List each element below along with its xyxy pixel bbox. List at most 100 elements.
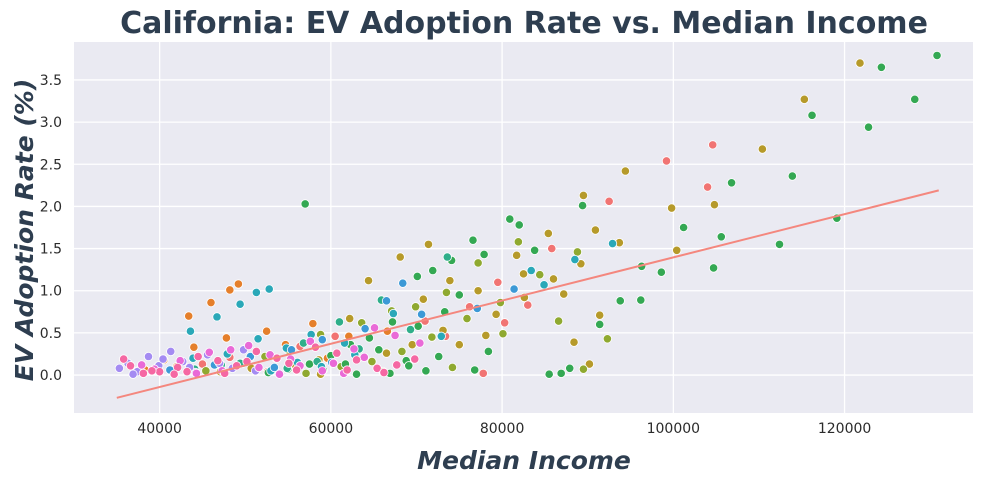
scatter-point bbox=[292, 365, 302, 375]
scatter-point bbox=[667, 203, 677, 213]
scatter-point bbox=[876, 62, 886, 72]
scatter-point bbox=[125, 361, 136, 371]
scatter-point bbox=[454, 290, 464, 300]
y-tick-label: 3.5 bbox=[40, 73, 62, 89]
scatter-point bbox=[436, 331, 446, 341]
scatter-point bbox=[498, 329, 508, 339]
scatter-point bbox=[137, 360, 147, 370]
scatter-point bbox=[679, 222, 689, 233]
scatter-point bbox=[445, 276, 455, 286]
scatter-point bbox=[114, 363, 124, 373]
scatter-point bbox=[620, 166, 630, 176]
scatter-point bbox=[544, 369, 554, 379]
scatter-point bbox=[328, 358, 339, 368]
y-tick-label: 2.5 bbox=[40, 157, 62, 173]
scatter-point bbox=[351, 355, 362, 365]
scatter-point bbox=[441, 287, 452, 298]
scatter-point bbox=[398, 278, 408, 288]
tick-labels: 40000 60000 80000 100000 120000 0.0 0.5 1.0 1.5 2… bbox=[40, 73, 872, 437]
scatter-point bbox=[442, 252, 452, 262]
scatter-point bbox=[526, 265, 536, 276]
scatter-point bbox=[204, 347, 214, 357]
scatter-point bbox=[615, 296, 625, 306]
scatter-point bbox=[483, 346, 493, 357]
scatter-point bbox=[716, 232, 726, 242]
trendline bbox=[116, 189, 939, 399]
y-tick-label: 1.5 bbox=[40, 242, 62, 258]
scatter-point bbox=[932, 50, 942, 61]
x-tick-label: 120000 bbox=[818, 421, 871, 437]
scatter-point bbox=[590, 225, 601, 235]
y-tick-label: 0.0 bbox=[40, 368, 62, 384]
y-tick-label: 3.0 bbox=[40, 115, 62, 131]
scatter-point bbox=[584, 359, 595, 369]
scatter-point bbox=[330, 331, 340, 341]
scatter-point bbox=[138, 368, 148, 378]
chart-title: California: EV Adoption Rate vs. Median … bbox=[120, 6, 928, 41]
scatter-point bbox=[478, 368, 488, 378]
scatter-point bbox=[274, 369, 285, 379]
scatter-point bbox=[481, 330, 491, 341]
y-tick-label: 1.0 bbox=[40, 284, 62, 300]
scatter-point bbox=[143, 351, 154, 362]
scatter-point bbox=[369, 323, 380, 333]
scatter-point bbox=[308, 319, 318, 329]
scatter-point bbox=[709, 200, 720, 210]
scatter-point bbox=[182, 367, 192, 377]
scatter-point bbox=[169, 369, 179, 379]
scatter-point bbox=[397, 346, 407, 357]
scatter-point bbox=[807, 110, 817, 120]
scatter-point bbox=[702, 182, 713, 192]
scatter-point bbox=[264, 284, 274, 294]
scatter-point bbox=[530, 245, 540, 255]
scatter-point bbox=[421, 366, 431, 376]
scatter-point bbox=[392, 360, 402, 370]
scatter-point bbox=[381, 296, 392, 306]
scatter-point bbox=[535, 270, 545, 280]
scatter-point bbox=[500, 318, 510, 328]
scatter-point bbox=[855, 58, 865, 68]
scatter-point bbox=[334, 317, 345, 327]
scatter-point bbox=[863, 122, 874, 132]
scatter-point bbox=[514, 220, 524, 230]
scatter-point bbox=[602, 334, 613, 344]
scatter-point bbox=[226, 345, 236, 355]
scatter-point bbox=[244, 340, 254, 351]
scatter-point bbox=[447, 362, 458, 373]
scatter-point bbox=[757, 144, 767, 154]
x-tick-label: 100000 bbox=[647, 421, 700, 437]
scatter-point bbox=[300, 199, 310, 209]
scatter-point bbox=[577, 200, 588, 211]
data-points bbox=[114, 50, 942, 379]
scatter-point bbox=[554, 316, 564, 326]
scatter-point bbox=[374, 345, 384, 355]
x-tick-label: 40000 bbox=[137, 421, 182, 437]
scatter-point bbox=[372, 363, 382, 373]
scatter-point bbox=[547, 243, 557, 254]
scatter-point bbox=[221, 333, 232, 343]
scatter-point bbox=[317, 335, 327, 345]
scatter-point bbox=[332, 348, 342, 358]
scatter-point bbox=[434, 351, 444, 362]
scatter-point bbox=[155, 367, 165, 377]
scatter-point bbox=[726, 178, 737, 188]
scatter-point bbox=[556, 368, 566, 378]
scatter-point bbox=[512, 250, 522, 260]
scatter-point bbox=[404, 361, 414, 371]
scatter-point bbox=[411, 302, 421, 312]
scatter-point bbox=[387, 317, 398, 327]
scatter-point bbox=[578, 190, 589, 201]
scatter-point bbox=[493, 277, 503, 287]
scatter-point bbox=[349, 344, 359, 354]
scatter-point bbox=[410, 354, 420, 364]
scatter-point bbox=[539, 280, 549, 290]
scatter-point bbox=[359, 352, 369, 362]
scatter-point bbox=[656, 267, 666, 277]
grid-lines bbox=[74, 42, 973, 413]
x-tick-label: 80000 bbox=[480, 421, 525, 437]
scatter-point bbox=[672, 245, 682, 255]
scatter-point bbox=[253, 334, 263, 344]
scatter-point bbox=[569, 337, 579, 347]
scatter-point bbox=[381, 348, 392, 358]
scatter-point bbox=[317, 366, 327, 376]
